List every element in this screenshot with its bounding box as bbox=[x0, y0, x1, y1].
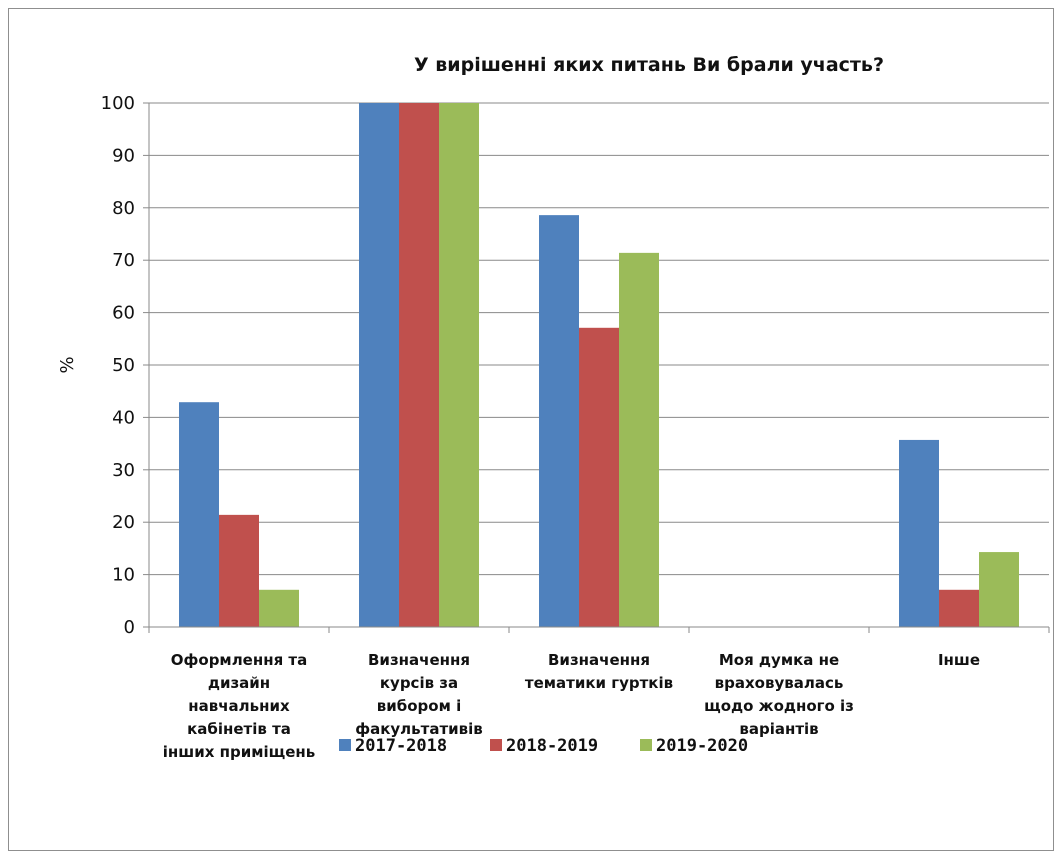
legend-swatch-1 bbox=[339, 739, 351, 751]
chart-title: У вирішенні яких питань Ви брали участь? bbox=[414, 54, 884, 76]
x-category-label-line: Оформлення та bbox=[171, 651, 308, 669]
y-tick-labels: 0 10 20 30 40 50 60 70 80 90 100 bbox=[101, 93, 135, 638]
x-category-label: Визначення курсів за вибором і факультативі… bbox=[355, 651, 483, 738]
x-category-label-line: факультативів bbox=[355, 720, 483, 738]
bar-chart: У вирішенні яких питань Ви брали участь?… bbox=[57, 54, 1050, 761]
x-category-label: Визначення тематики гуртків bbox=[525, 651, 673, 692]
x-category-label-line: враховувалась bbox=[715, 674, 844, 692]
legend-swatch-2 bbox=[490, 739, 502, 751]
x-category-labels: Оформлення та дизайн навчальних кабінетів т… bbox=[163, 651, 980, 761]
y-tick-label: 100 bbox=[101, 93, 135, 114]
bar-1-3 bbox=[539, 215, 579, 628]
y-axis-label: % bbox=[57, 356, 78, 373]
x-category-label-line: Визначення bbox=[368, 651, 470, 669]
legend: 2017-2018 2018-2019 2019-2020 bbox=[339, 736, 748, 756]
y-tick-label: 40 bbox=[112, 407, 135, 428]
y-tick-label: 10 bbox=[112, 565, 135, 586]
y-tick-label: 30 bbox=[112, 460, 135, 481]
y-tick-label: 50 bbox=[112, 355, 135, 376]
bar-3-1 bbox=[259, 589, 299, 627]
x-category-label-line: щодо жодного із bbox=[704, 697, 854, 715]
bar-1-2 bbox=[359, 103, 399, 627]
y-tick-label: 60 bbox=[112, 303, 135, 324]
legend-swatch-3 bbox=[640, 739, 652, 751]
bar-3-3 bbox=[619, 252, 659, 627]
x-category-label-line: кабінетів та bbox=[187, 720, 291, 738]
x-category-label-line: варіантів bbox=[739, 720, 818, 738]
y-tick-label: 80 bbox=[112, 198, 135, 219]
x-category-label: Моя думка не враховувалась щодо жодного із… bbox=[704, 651, 854, 738]
x-category-label-line: тематики гуртків bbox=[525, 674, 673, 692]
bar-2-3 bbox=[579, 327, 619, 627]
x-category-label: Інше bbox=[938, 651, 980, 669]
bar-2-2 bbox=[399, 103, 439, 627]
y-tick-label: 70 bbox=[112, 250, 135, 271]
axes bbox=[148, 103, 1050, 633]
x-category-label-line: Моя думка не bbox=[719, 651, 839, 669]
bar-1-1 bbox=[179, 402, 219, 627]
y-tick-label: 0 bbox=[124, 617, 135, 638]
x-category-label-line: курсів за bbox=[380, 674, 458, 692]
x-category-label-line: інших приміщень bbox=[163, 743, 315, 761]
bar-2-1 bbox=[219, 514, 259, 627]
chart-frame: У вирішенні яких питань Ви брали участь?… bbox=[8, 8, 1054, 851]
legend-label-1: 2017-2018 bbox=[355, 736, 447, 756]
legend-label-3: 2019-2020 bbox=[656, 736, 748, 756]
y-tick-label: 90 bbox=[112, 145, 135, 166]
legend-label-2: 2018-2019 bbox=[506, 736, 598, 756]
x-category-label: Оформлення та дизайн навчальних кабінетів т… bbox=[163, 651, 315, 761]
x-category-label-line: вибором і bbox=[377, 697, 461, 715]
y-tick-label: 20 bbox=[112, 512, 135, 533]
x-category-label-line: Визначення bbox=[548, 651, 650, 669]
bar-3-2 bbox=[439, 103, 479, 627]
bar-2-5 bbox=[939, 589, 979, 627]
x-category-label-line: дизайн bbox=[208, 674, 270, 692]
x-category-label-line: Інше bbox=[938, 651, 980, 669]
x-category-label-line: навчальних bbox=[188, 697, 290, 715]
bar-3-5 bbox=[979, 552, 1019, 627]
bars bbox=[179, 103, 1019, 628]
bar-1-5 bbox=[899, 439, 939, 627]
